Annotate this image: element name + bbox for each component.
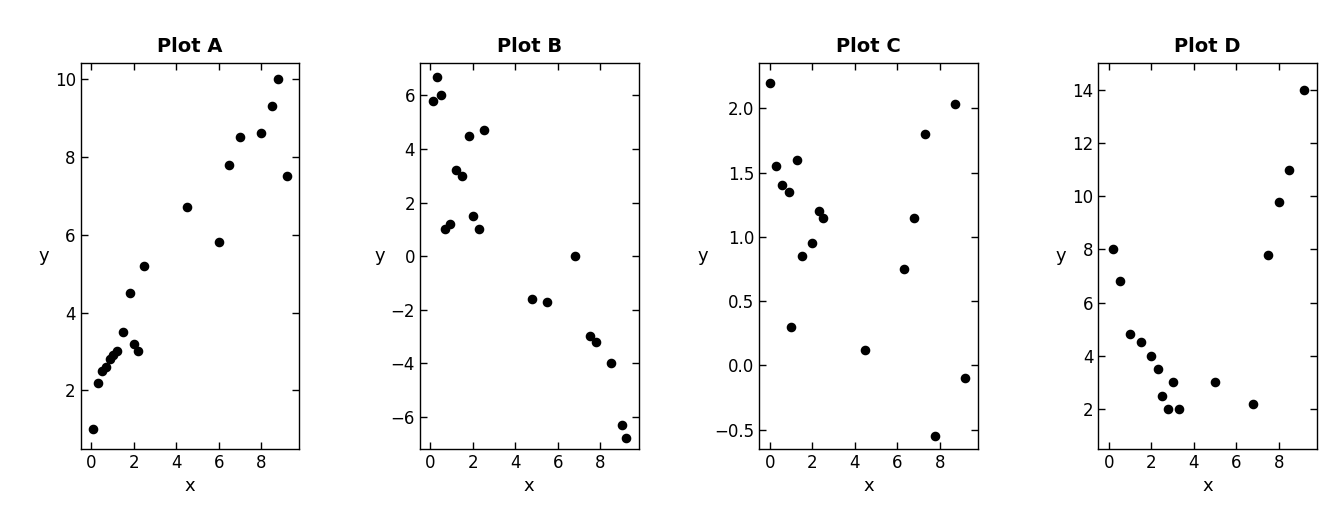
Point (579, 332, 601, 341)
X-axis label: x: x (863, 477, 874, 495)
Point (434, 225, 456, 233)
Point (759, 79, 781, 87)
Point (176, 203, 198, 212)
Y-axis label: y: y (38, 247, 48, 265)
Point (452, 172, 473, 180)
Title: Plot A: Plot A (157, 37, 223, 56)
Point (564, 252, 586, 260)
Point (1109, 277, 1130, 286)
Point (87, 379, 109, 387)
Point (118, 289, 140, 297)
Point (1152, 391, 1173, 400)
Point (462, 212, 484, 220)
Point (812, 213, 833, 222)
Point (267, 74, 289, 83)
Title: Plot D: Plot D (1175, 37, 1241, 56)
Point (276, 172, 297, 181)
Point (469, 225, 491, 233)
Point (1146, 365, 1168, 373)
Point (250, 129, 271, 138)
Point (1141, 352, 1163, 360)
Point (1120, 331, 1141, 339)
Title: Plot C: Plot C (836, 37, 900, 56)
Point (422, 97, 444, 105)
Point (954, 374, 976, 382)
Point (113, 328, 134, 336)
Y-axis label: y: y (1056, 247, 1066, 265)
Point (1278, 165, 1300, 174)
Point (1102, 245, 1124, 253)
Point (855, 346, 876, 354)
Point (426, 72, 448, 81)
Point (1168, 404, 1189, 413)
X-axis label: x: x (1203, 477, 1214, 495)
Point (473, 126, 495, 135)
Point (82, 425, 103, 433)
Y-axis label: y: y (698, 247, 708, 265)
Point (765, 162, 786, 171)
Title: Plot B: Plot B (497, 37, 562, 56)
Point (99, 355, 121, 363)
Point (786, 155, 808, 164)
Point (903, 213, 925, 222)
Point (1294, 86, 1316, 94)
X-axis label: x: x (524, 477, 535, 495)
Point (801, 239, 823, 248)
Point (124, 340, 145, 348)
Point (1161, 378, 1183, 386)
Point (106, 347, 128, 356)
Point (128, 347, 149, 356)
Point (430, 91, 452, 100)
Point (133, 261, 155, 270)
Point (445, 166, 466, 175)
Point (261, 102, 282, 110)
Point (943, 100, 965, 109)
Point (1258, 250, 1279, 259)
Point (219, 161, 241, 169)
Point (1243, 399, 1265, 408)
Point (1130, 338, 1152, 347)
Point (771, 181, 793, 190)
Point (586, 337, 607, 346)
Point (616, 434, 637, 442)
Point (208, 238, 230, 247)
Point (925, 432, 946, 440)
Point (790, 252, 812, 260)
Point (1204, 378, 1226, 386)
Point (536, 297, 558, 306)
Point (601, 359, 622, 367)
Point (1157, 404, 1179, 413)
Point (808, 207, 829, 215)
Point (230, 133, 251, 142)
Point (892, 265, 914, 273)
Point (458, 131, 480, 140)
Point (1269, 197, 1290, 206)
Point (439, 220, 461, 228)
Point (91, 367, 113, 375)
Point (95, 363, 117, 371)
Point (612, 420, 633, 429)
Point (914, 130, 935, 138)
Point (778, 187, 800, 196)
Point (102, 351, 124, 360)
X-axis label: x: x (184, 477, 195, 495)
Point (521, 295, 543, 303)
Point (780, 323, 801, 331)
Y-axis label: y: y (374, 247, 384, 265)
